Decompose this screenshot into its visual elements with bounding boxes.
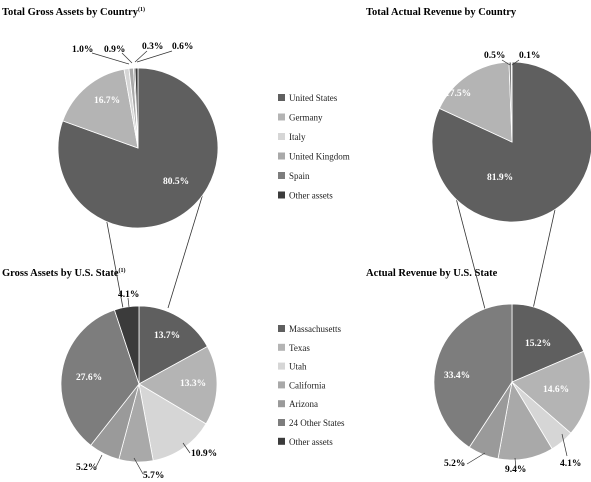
legend-label: Other assets <box>289 191 333 201</box>
label-us-assets: 80.5% <box>163 177 189 187</box>
leader-other-assets-state <box>127 297 130 308</box>
legend-label: Arizona <box>289 399 318 409</box>
pie-slice-24-other-states <box>60 309 140 446</box>
legend-swatch <box>278 400 285 408</box>
label-utah-revenue: 4.1% <box>560 459 581 469</box>
leader-italy <box>91 52 130 65</box>
connector-line-right-a <box>455 197 486 310</box>
legend-label: 24 Other States <box>289 418 345 428</box>
pie-slice-other-assets <box>511 61 513 143</box>
label-spain-assets: 0.3% <box>142 42 163 52</box>
connector-line-left-a <box>104 211 124 309</box>
legend-label: Texas <box>289 343 310 353</box>
label-massachusetts-assets: 13.7% <box>154 331 180 341</box>
leader-spain-rev <box>501 59 511 66</box>
legend-swatch <box>278 152 285 160</box>
leader-other-country <box>136 50 173 63</box>
pie-revenue-state <box>433 303 591 461</box>
legend-label: Other assets <box>289 437 333 447</box>
legend-label: Massachusetts <box>289 324 341 334</box>
pie-slice-germany <box>438 61 513 143</box>
label-other-states-revenue: 33.4% <box>444 371 470 381</box>
pie-revenue-country <box>431 61 591 223</box>
legend-swatch <box>278 172 285 179</box>
legend-swatch <box>278 94 285 101</box>
legend-swatch <box>278 437 285 445</box>
legend-label: Utah <box>289 362 307 372</box>
legend-swatch <box>278 419 285 426</box>
label-arizona-assets: 5.2% <box>76 463 97 473</box>
leader-utah-assets <box>182 442 191 454</box>
label-us-revenue: 81.9% <box>487 173 513 183</box>
label-california-revenue: 9.4% <box>505 465 526 475</box>
leader-arizona-assets <box>95 454 103 468</box>
legend-label: California <box>289 380 326 390</box>
pie-slice-massachusetts <box>511 303 585 383</box>
label-other-assets-country: 0.6% <box>172 42 193 52</box>
pie-labels: 80.5% 16.7% 1.0% 0.9% 0.3% 0.6% 81.9% 17… <box>72 42 581 481</box>
legend-swatch <box>278 133 285 140</box>
pie-slice-other-assets <box>113 305 140 385</box>
label-arizona-revenue: 5.2% <box>444 459 465 469</box>
label-california-assets: 5.7% <box>143 471 164 481</box>
pie-gross-assets-state <box>60 305 218 463</box>
label-massachusetts-revenue: 15.2% <box>525 339 551 349</box>
legend-swatch <box>278 191 285 199</box>
legend-swatch <box>278 343 285 351</box>
legend-label: Germany <box>289 113 323 123</box>
legend-label: United Kingdom <box>289 152 350 162</box>
pie-slice-24-other-states <box>433 303 513 448</box>
label-texas-revenue: 14.6% <box>543 385 569 395</box>
label-spain-revenue: 0.5% <box>484 51 505 61</box>
legend-swatch <box>278 113 285 121</box>
pie-slice-utah <box>138 383 207 462</box>
pie-slice-other-assets <box>134 67 139 149</box>
label-other-states-assets: 27.6% <box>76 373 102 383</box>
label-germany-assets: 16.7% <box>94 96 120 106</box>
label-germany-revenue: 17.5% <box>445 89 471 99</box>
label-uk-assets: 0.9% <box>104 45 125 55</box>
pie-slice-texas <box>511 350 591 434</box>
label-other-assets-state: 4.1% <box>118 290 139 300</box>
leader-lines <box>91 50 568 475</box>
label-other-revenue-country: 0.1% <box>519 51 540 61</box>
chart-title-revenue-state: Actual Revenue by U.S. State <box>366 268 498 279</box>
chart-title-gross-assets-state: Gross Assets by U.S. State(1) <box>2 267 125 279</box>
chart-title-gross-assets-country: Total Gross Assets by Country(1) <box>2 6 145 18</box>
legend-label: Italy <box>289 132 306 142</box>
leader-california-assets <box>133 457 144 475</box>
label-italy-assets: 1.0% <box>72 45 93 55</box>
pie-gross-assets-country <box>57 67 219 229</box>
legend-swatch <box>278 381 285 389</box>
legend-states: Massachusetts Texas Utah California Arizona 2… <box>278 324 345 447</box>
leader-spain <box>134 50 148 63</box>
pie-slice-massachusetts <box>138 305 208 385</box>
chart-title-revenue-country: Total Actual Revenue by Country <box>366 7 517 18</box>
leader-arizona-revenue <box>466 452 486 465</box>
leader-uk <box>121 52 133 64</box>
label-texas-assets: 13.3% <box>180 379 206 389</box>
leader-utah-revenue <box>561 433 568 457</box>
legend-swatch <box>278 325 285 332</box>
pie-slice-texas <box>138 345 218 425</box>
leader-other-rev <box>511 59 520 66</box>
label-utah-assets: 10.9% <box>191 449 217 459</box>
legend-countries: United States Germany Italy United Kingdom S… <box>278 93 350 201</box>
legend-label: Spain <box>289 171 310 181</box>
pie-slice-germany <box>62 68 139 149</box>
leader-california-revenue <box>514 457 517 470</box>
legend-label: United States <box>289 93 338 103</box>
legend-swatch <box>278 362 285 370</box>
